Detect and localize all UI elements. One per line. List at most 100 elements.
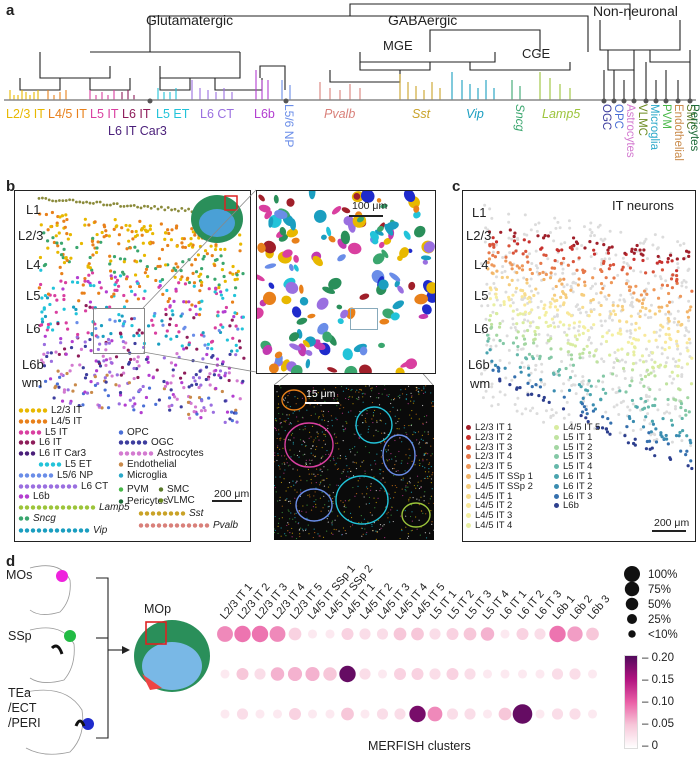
transcript-dot (371, 387, 373, 389)
cell-dot (51, 328, 55, 332)
transcript-dot (423, 477, 426, 480)
dot-mark (255, 709, 265, 719)
dot-mark (535, 669, 545, 679)
it-neuron-dot (679, 449, 683, 453)
cell-dot (162, 379, 166, 384)
dot-mark (325, 709, 335, 719)
transcript-dot (283, 400, 285, 402)
dot-mark (586, 627, 599, 641)
transcript-dot (327, 410, 330, 413)
transcript-dot (322, 414, 324, 416)
cell-dot (184, 346, 189, 350)
it-neuron-dot (512, 239, 517, 243)
transcript-dot (286, 462, 288, 464)
transcript-dot (375, 501, 377, 504)
cell-dot (551, 287, 555, 291)
transcript-dot (314, 491, 316, 493)
legend-label: Sncg (33, 513, 56, 524)
transcript-dot (333, 397, 335, 399)
it-neuron-dot (569, 288, 573, 292)
it-neuron-dot (664, 437, 669, 441)
cell-dot (39, 268, 43, 272)
transcript-dot (401, 460, 403, 462)
it-neuron-dot (669, 337, 673, 342)
transcript-dot (410, 504, 413, 506)
cell-dot (108, 305, 112, 309)
transcript-dot (361, 393, 363, 395)
transcript-dot (274, 427, 276, 429)
legend-label: L6 IT Car3 (39, 448, 87, 460)
transcript-dot (408, 500, 410, 502)
cell-segment (312, 255, 323, 267)
transcript-dot (287, 486, 289, 489)
cell-dot (84, 372, 89, 377)
it-neuron-dot (511, 309, 515, 313)
cell-segment (328, 277, 342, 290)
transcript-dot (354, 461, 356, 464)
it-neuron-dot (531, 356, 535, 361)
it-neuron-dot (528, 300, 532, 304)
it-neuron-dot (511, 293, 515, 297)
transcript-dot (312, 394, 315, 397)
it-neuron-dot (663, 347, 667, 352)
transcript-dot (362, 421, 364, 424)
transcript-dot (317, 533, 319, 535)
transcript-dot (292, 518, 294, 520)
layer-c-l23: L2/3 (466, 228, 492, 243)
cell-dot (146, 274, 150, 279)
cell-dot (156, 207, 160, 211)
it-neuron-dot (601, 334, 605, 339)
cell-segment (423, 241, 435, 253)
cell-dot (136, 205, 139, 209)
cell-segment (307, 313, 316, 319)
it-neuron-dot (580, 410, 585, 414)
transcript-dot (327, 469, 329, 471)
cell-dot (490, 216, 494, 220)
it-neuron-dot (562, 301, 566, 305)
cell-dot (634, 361, 638, 365)
transcript-dot (345, 458, 347, 460)
it-neuron-dot (521, 312, 525, 316)
cell-dot (76, 354, 81, 358)
transcript-dot (370, 464, 372, 466)
it-neuron-dot (490, 359, 494, 363)
cell-dot (112, 202, 116, 206)
it-neuron-dot (490, 271, 494, 275)
cell-dot (501, 319, 505, 323)
legend-swatch (38, 462, 62, 467)
cell-dot (39, 323, 44, 327)
it-neuron-dot (670, 259, 674, 263)
legend-swatch (554, 434, 559, 440)
cell-dot (600, 258, 604, 262)
cell-dot (625, 329, 629, 333)
cell-dot (676, 347, 680, 351)
transcript-dot (385, 449, 387, 451)
cell-dot (38, 212, 42, 216)
dot-mark (254, 668, 266, 680)
transcript-dot (292, 468, 294, 470)
transcript-dot (313, 500, 315, 503)
it-neuron-dot (625, 272, 629, 276)
it-neuron-dot (651, 422, 656, 426)
transcript-dot (353, 433, 355, 435)
it-neuron-dot (641, 253, 645, 257)
cell-dot (650, 358, 654, 362)
cell-dot (53, 294, 57, 298)
it-neuron-dot (580, 402, 584, 406)
dot-mark (535, 709, 545, 719)
cell-dot (577, 324, 581, 328)
cell-dot (146, 324, 151, 328)
transcript-dot (425, 452, 427, 454)
it-neuron-dot (496, 250, 500, 255)
dot-mark (359, 628, 371, 640)
it-neuron-dot (500, 275, 504, 280)
cell-dot (105, 203, 109, 207)
cell-dot (644, 237, 648, 241)
cell-dot (220, 389, 224, 394)
cell-dot (687, 267, 691, 271)
legend-label: L5 IT 2 (563, 441, 593, 453)
it-neuron-dot (599, 291, 603, 295)
it-neuron-dot (667, 346, 671, 350)
cell-dot (75, 335, 79, 339)
transcript-dot (299, 495, 301, 497)
